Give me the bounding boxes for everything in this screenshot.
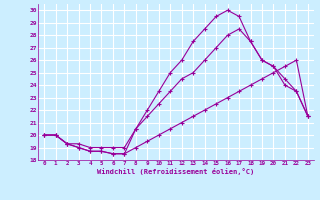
X-axis label: Windchill (Refroidissement éolien,°C): Windchill (Refroidissement éolien,°C) [97,168,255,175]
